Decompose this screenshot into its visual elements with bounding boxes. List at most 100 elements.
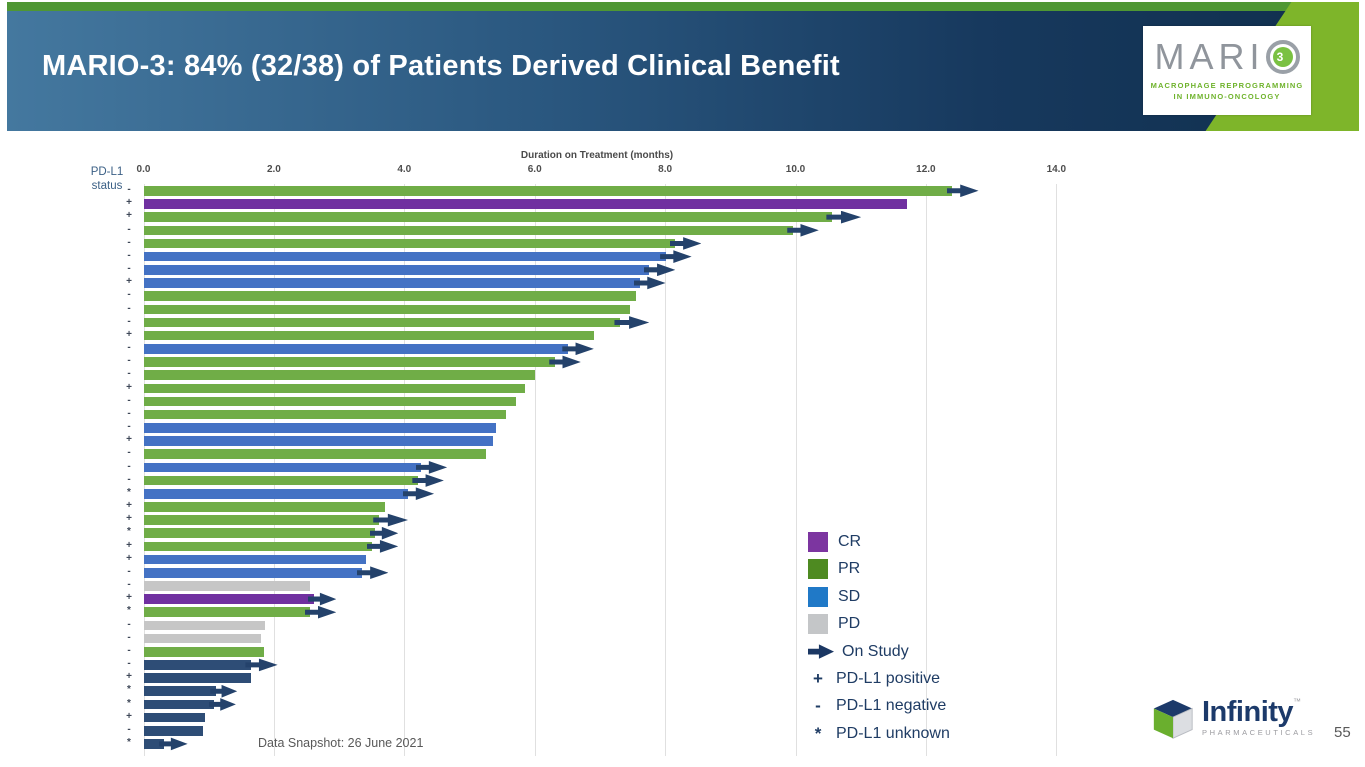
pdl1-status-41: + bbox=[126, 710, 132, 722]
pdl1-status-12: + bbox=[126, 328, 132, 340]
pdl1-status-43: * bbox=[127, 737, 131, 749]
swimmer-bar-36-pr bbox=[144, 646, 264, 657]
x-tick-2.0: 2.0 bbox=[266, 164, 281, 175]
legend-label: PD-L1 unknown bbox=[836, 724, 950, 742]
swimmer-bar-14-pr bbox=[144, 357, 555, 367]
swimmer-bar-37-na bbox=[144, 660, 251, 670]
infinity-cube-icon bbox=[1153, 699, 1193, 739]
swimmer-bar-23-pr bbox=[144, 475, 418, 486]
swimmer-bar-6-sd bbox=[144, 251, 666, 262]
pdl1-status-17: - bbox=[127, 394, 131, 406]
header-band bbox=[7, 11, 1359, 131]
gridline-10.0 bbox=[795, 184, 797, 756]
pdl1-status-5: - bbox=[127, 236, 131, 248]
pdl1-status-29: + bbox=[126, 552, 132, 564]
swimmer-bar-17-pr bbox=[144, 396, 516, 407]
pdl1-status-40: * bbox=[127, 697, 131, 709]
pdl1-status-32: + bbox=[126, 592, 132, 604]
pdl1-status-11: - bbox=[127, 315, 131, 327]
pdl1-status-26: + bbox=[126, 513, 132, 525]
x-axis-title: Duration on Treatment (months) bbox=[520, 150, 674, 161]
legend-label: PD bbox=[838, 615, 861, 633]
legend-label: PR bbox=[838, 560, 861, 578]
pdl1-status-4: - bbox=[127, 223, 131, 235]
swimmer-bar-19-sd bbox=[144, 423, 497, 433]
swimmer-bar-41-na bbox=[144, 712, 206, 723]
swimmer-bar-27-pr bbox=[144, 528, 376, 538]
pdl1-status-38: + bbox=[126, 671, 132, 683]
swimmer-bar-16-pr bbox=[144, 383, 526, 394]
x-tick-10.0: 10.0 bbox=[785, 164, 806, 175]
pdl1-status-2: + bbox=[126, 197, 132, 209]
pdl1-status-20: + bbox=[126, 434, 132, 446]
legend-item-pd: PD bbox=[808, 611, 860, 637]
pdl1-status-36: - bbox=[127, 644, 131, 656]
x-tick-8.0: 8.0 bbox=[658, 164, 673, 175]
pdl1-status-19: - bbox=[127, 421, 131, 433]
swimmer-bar-13-sd bbox=[144, 344, 568, 354]
gridline-12.0 bbox=[925, 184, 927, 756]
pdl1-status-6: - bbox=[127, 249, 131, 261]
infinity-subtitle: PHARMACEUTICALS bbox=[1202, 728, 1316, 737]
swimmer-bar-42-na bbox=[144, 725, 203, 736]
pdl1-status-30: - bbox=[127, 565, 131, 577]
pdl1-status-27: * bbox=[127, 526, 131, 538]
pdl1-status-24: * bbox=[127, 486, 131, 498]
pdl1-status-34: - bbox=[127, 618, 131, 630]
legend-item-pd-l1-unknown: * PD-L1 unknown bbox=[808, 721, 950, 747]
swimmer-bar-18-pr bbox=[144, 409, 506, 420]
legend-label: PD-L1 negative bbox=[836, 697, 947, 715]
swimmer-bar-39-na bbox=[144, 686, 216, 697]
legend-symbol-pd-l1-negative: - bbox=[815, 696, 821, 716]
pdl1-status-8: + bbox=[126, 276, 132, 288]
trademark-symbol: ™ bbox=[1293, 697, 1301, 706]
pdl1-status-37: - bbox=[127, 658, 131, 670]
pdl1-status-7: - bbox=[127, 263, 131, 275]
swimmer-bar-24-sd bbox=[144, 488, 409, 499]
pdl1-status-39: * bbox=[127, 684, 131, 696]
legend-label: On Study bbox=[842, 642, 909, 660]
x-tick-6.0: 6.0 bbox=[527, 164, 542, 175]
mario-logo-tagline: MACROPHAGE REPROGRAMMING IN IMMUNO-ONCOL… bbox=[1150, 80, 1304, 101]
y-axis-label: PD-L1 status bbox=[90, 166, 124, 192]
infinity-name: Infinity bbox=[1202, 696, 1294, 728]
legend-item-cr: CR bbox=[808, 529, 861, 555]
page-number: 55 bbox=[1334, 724, 1351, 741]
swimmer-bar-4-pr bbox=[144, 225, 793, 236]
slide-header: MARIO-3: 84% (32/38) of Patients Derived… bbox=[6, 0, 1359, 133]
pdl1-status-3: + bbox=[126, 210, 132, 222]
legend-item-pr: PR bbox=[808, 556, 860, 582]
mario-logo-wordmark: MARI 3 bbox=[1154, 35, 1300, 77]
legend-label: CR bbox=[838, 533, 862, 550]
swimmer-bar-8-sd bbox=[144, 278, 640, 288]
pdl1-status-15: - bbox=[127, 368, 131, 380]
swimmer-bar-21-pr bbox=[144, 449, 487, 459]
swimmer-bar-15-pr bbox=[144, 370, 536, 380]
pdl1-status-13: - bbox=[127, 342, 131, 354]
legend-item-pd-l1-negative: - PD-L1 negative bbox=[808, 693, 946, 719]
legend-symbol-pd-l1-positive: + bbox=[813, 669, 823, 688]
pdl1-status-18: - bbox=[127, 407, 131, 419]
mario-logo-letters: MARI bbox=[1154, 35, 1265, 77]
swimmer-bar-34-pd bbox=[144, 620, 265, 631]
swimmer-bar-33-pr bbox=[144, 607, 311, 618]
swimmer-bar-25-pr bbox=[144, 502, 386, 512]
on-study-arrow-icon bbox=[808, 644, 834, 659]
pdl1-status-35: - bbox=[127, 631, 131, 643]
pdl1-status-14: - bbox=[127, 355, 131, 367]
legend-swatch-cr bbox=[808, 532, 828, 552]
mario-logo-number-badge: 3 bbox=[1272, 46, 1293, 67]
x-tick-14.0: 14.0 bbox=[1046, 164, 1067, 175]
infinity-logo: Infinity™ PHARMACEUTICALS bbox=[1150, 698, 1315, 742]
infinity-wordmark: Infinity™ PHARMACEUTICALS bbox=[1202, 696, 1316, 738]
gridline-14.0 bbox=[1056, 184, 1058, 756]
swimmer-bar-38-na bbox=[144, 673, 251, 683]
gridline-6.0 bbox=[534, 184, 536, 756]
pdl1-status-10: - bbox=[127, 302, 131, 314]
pdl1-status-1: - bbox=[127, 184, 131, 195]
swimmer-bar-43-na bbox=[144, 739, 165, 749]
mario-logo: MARI 3 MACROPHAGE REPROGRAMMING IN IMMUN… bbox=[1143, 26, 1311, 115]
swimmer-bar-12-pr bbox=[144, 330, 594, 341]
legend-label: PD-L1 positive bbox=[836, 670, 941, 687]
swimmer-bar-5-pr bbox=[144, 238, 676, 249]
